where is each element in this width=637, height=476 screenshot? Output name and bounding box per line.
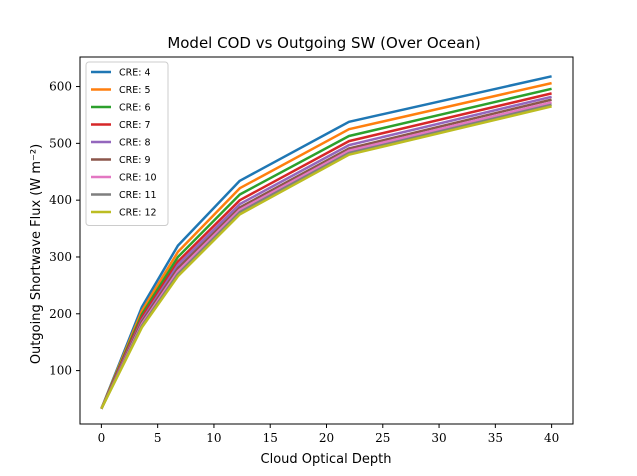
legend-label: CRE: 10	[119, 173, 157, 184]
x-tick-label: 10	[206, 431, 221, 445]
legend-label: CRE: 8	[119, 138, 151, 149]
plot-area: 0 5 10 15 20 25 30 35 40 100 200 300 400 500 600	[49, 56, 574, 445]
x-tick-label: 15	[263, 431, 278, 445]
y-axis-label: Outgoing Shortwave Flux (W m⁻²)	[29, 144, 44, 364]
y-tick-label: 200	[49, 307, 72, 321]
x-tick-label: 20	[319, 431, 334, 445]
x-tick-label: 25	[375, 431, 390, 445]
legend-label: CRE: 7	[119, 120, 151, 131]
x-tick-label: 40	[544, 431, 559, 445]
x-tick-label: 0	[98, 431, 106, 445]
legend-box	[85, 61, 169, 226]
y-tick-label: 600	[49, 80, 72, 94]
series-line	[100, 87, 552, 410]
chart-title: Model COD vs Outgoing SW (Over Ocean)	[167, 34, 480, 52]
x-tick-label: 35	[488, 431, 503, 445]
series-line	[100, 105, 552, 410]
series-lines	[100, 75, 552, 410]
legend-label: CRE: 4	[119, 68, 151, 79]
x-tick-label: 30	[431, 431, 446, 445]
series-line	[100, 81, 552, 410]
y-tick-label: 100	[49, 364, 72, 378]
legend-label: CRE: 5	[119, 85, 151, 96]
y-tick-label: 500	[49, 136, 72, 150]
y-axis: 100 200 300 400 500 600	[49, 80, 80, 378]
x-axis-label: Cloud Optical Depth	[261, 452, 392, 467]
x-tick-label: 5	[154, 431, 162, 445]
y-tick-label: 300	[49, 250, 72, 264]
legend-label: CRE: 6	[119, 103, 151, 114]
y-tick-label: 400	[49, 193, 72, 207]
legend-label: CRE: 11	[119, 190, 157, 201]
legend-label: CRE: 9	[119, 155, 151, 166]
series-line	[100, 98, 552, 410]
legend-label: CRE: 12	[119, 208, 157, 219]
series-line	[100, 95, 552, 410]
x-axis: 0 5 10 15 20 25 30 35 40	[98, 424, 559, 445]
series-line	[100, 103, 552, 410]
legend: CRE: 4 CRE: 5 CRE: 6 CRE: 7 CRE: 8 CRE: 9 CRE:…	[85, 61, 169, 226]
series-line	[100, 75, 552, 410]
